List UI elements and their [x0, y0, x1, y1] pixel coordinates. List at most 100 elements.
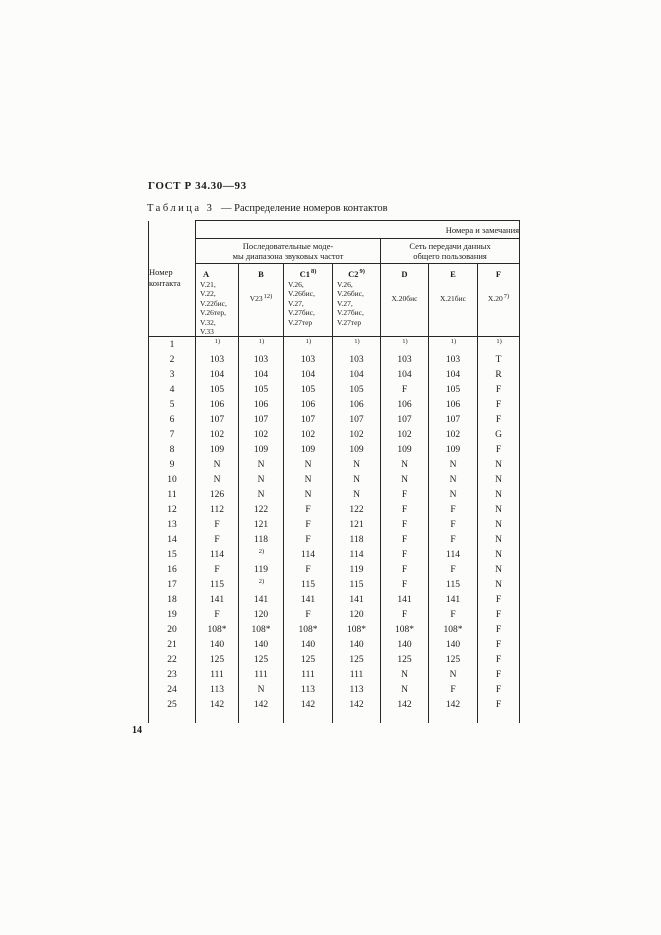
assignment-cell: F [380, 607, 429, 623]
assignment-cell: F [380, 517, 429, 533]
table-row: 23 111 111 111 111 N N F [148, 667, 521, 683]
table-caption-title: — Распределение номеров контактов [221, 203, 388, 214]
assignment-cell: 105 [195, 382, 239, 398]
table-row: 18 141 141 141 141 141 141 F [148, 592, 521, 608]
contact-number-cell: 9 [148, 457, 196, 473]
empty-cell [283, 712, 333, 724]
assignment-cell: 106 [380, 397, 429, 413]
assignment-cell: 107 [195, 412, 239, 428]
assignment-cell: N [476, 547, 521, 563]
assignment-cell: F [428, 517, 478, 533]
assignment-cell: 105 [332, 382, 381, 398]
assignment-cell: N [283, 487, 333, 503]
assignment-cell: 109 [195, 442, 239, 458]
assignment-cell: F [476, 697, 521, 713]
assignment-cell: 106 [238, 397, 284, 413]
assignment-cell: 140 [332, 637, 381, 653]
assignment-cell: F [380, 577, 429, 593]
assignment-cell: 141 [332, 592, 381, 608]
assignment-cell: 2) [238, 547, 284, 563]
assignment-cell: N [476, 517, 521, 533]
contact-number-cell: 11 [148, 487, 196, 503]
assignment-cell: 107 [238, 412, 284, 428]
assignment-cell: 108* [380, 622, 429, 638]
assignment-cell: F [283, 607, 333, 623]
assignment-cell: F [283, 562, 333, 578]
assignment-cell: 107 [283, 412, 333, 428]
assignment-cell: F [195, 562, 239, 578]
assignment-cell: 102 [428, 427, 478, 443]
assignment-cell: F [195, 607, 239, 623]
empty-cell [238, 712, 284, 724]
table-row: 6 107 107 107 107 107 107 F [148, 412, 521, 428]
assignment-cell: 105 [428, 382, 478, 398]
table-caption-label: Таблица 3 [147, 203, 215, 214]
contacts-table: Номер контакта Номера и замечания Послед… [148, 220, 521, 724]
assignment-cell: F [476, 412, 521, 428]
assignment-cell: N [476, 487, 521, 503]
column-header-c1: C18) V.26, V.26бис, V.27, V.27бис, V.27тер [283, 263, 333, 338]
assignment-cell: 104 [238, 367, 284, 383]
assignment-cell: 142 [283, 697, 333, 713]
assignment-cell: 118 [332, 532, 381, 548]
contact-number-cell: 25 [148, 697, 196, 713]
assignment-cell: 106 [428, 397, 478, 413]
group-header-public-network: Сеть передачи данных общего пользования [379, 238, 521, 264]
assignment-cell: 1) [428, 336, 478, 353]
assignment-cell: 114 [283, 547, 333, 563]
assignment-cell: 120 [332, 607, 381, 623]
assignment-cell: 108* [195, 622, 239, 638]
assignment-cell: F [476, 667, 521, 683]
contact-number-cell: 23 [148, 667, 196, 683]
assignment-cell: N [380, 667, 429, 683]
assignment-cell: F [428, 532, 478, 548]
assignment-cell: N [332, 487, 381, 503]
top-header-row: Номер контакта Номера и замечания [148, 220, 521, 338]
assignment-cell: 125 [428, 652, 478, 668]
column-label: F [495, 269, 502, 279]
assignment-cell: 121 [332, 517, 381, 533]
assignment-cell: F [428, 502, 478, 518]
assignment-cell: N [283, 457, 333, 473]
assignment-cell: F [195, 532, 239, 548]
column-recommendations: V2312) [249, 292, 273, 303]
assignment-cell: 109 [283, 442, 333, 458]
assignment-cell: N [428, 457, 478, 473]
assignment-cell: F [476, 637, 521, 653]
assignment-cell: 111 [238, 667, 284, 683]
assignment-cell: 104 [428, 367, 478, 383]
assignment-cell: 108* [428, 622, 478, 638]
contact-number-cell: 18 [148, 592, 196, 608]
assignment-cell: 106 [195, 397, 239, 413]
assignment-cell: F [428, 562, 478, 578]
assignment-cell: F [195, 517, 239, 533]
assignment-cell: 142 [332, 697, 381, 713]
assignment-cell: 122 [238, 502, 284, 518]
column-label: B [258, 269, 264, 279]
assignment-cell: 113 [195, 682, 239, 698]
assignment-cell: 103 [332, 352, 381, 368]
assignment-cell: 122 [332, 502, 381, 518]
table-row: 16 F 119 F 119 F F N [148, 562, 521, 578]
assignment-cell: 125 [380, 652, 429, 668]
assignment-cell: 115 [195, 577, 239, 593]
column-recommendations: V.21, V.22, V.22бис, V.26тер, V.32, V.33 [200, 280, 227, 336]
table-row: 11 126 N N N F N N [148, 487, 521, 503]
empty-cell [380, 712, 429, 724]
assignment-cell: N [380, 457, 429, 473]
assignment-cell: 107 [332, 412, 381, 428]
assignment-cell: 109 [238, 442, 284, 458]
assignment-cell: 141 [283, 592, 333, 608]
assignment-cell: N [428, 667, 478, 683]
table-row: 22 125 125 125 125 125 125 F [148, 652, 521, 668]
column-label: D [401, 269, 408, 279]
assignment-cell: 1) [332, 336, 381, 353]
contact-number-cell: 1 [148, 336, 196, 353]
assignment-cell: 141 [238, 592, 284, 608]
column-recommendations: V.26, V.26бис, V.27, V.27бис, V.27тер [288, 280, 315, 327]
contact-number-cell: 16 [148, 562, 196, 578]
assignment-cell: F [428, 682, 478, 698]
assignment-cell: N [476, 562, 521, 578]
table-row: 19 F 120 F 120 F F F [148, 607, 521, 623]
